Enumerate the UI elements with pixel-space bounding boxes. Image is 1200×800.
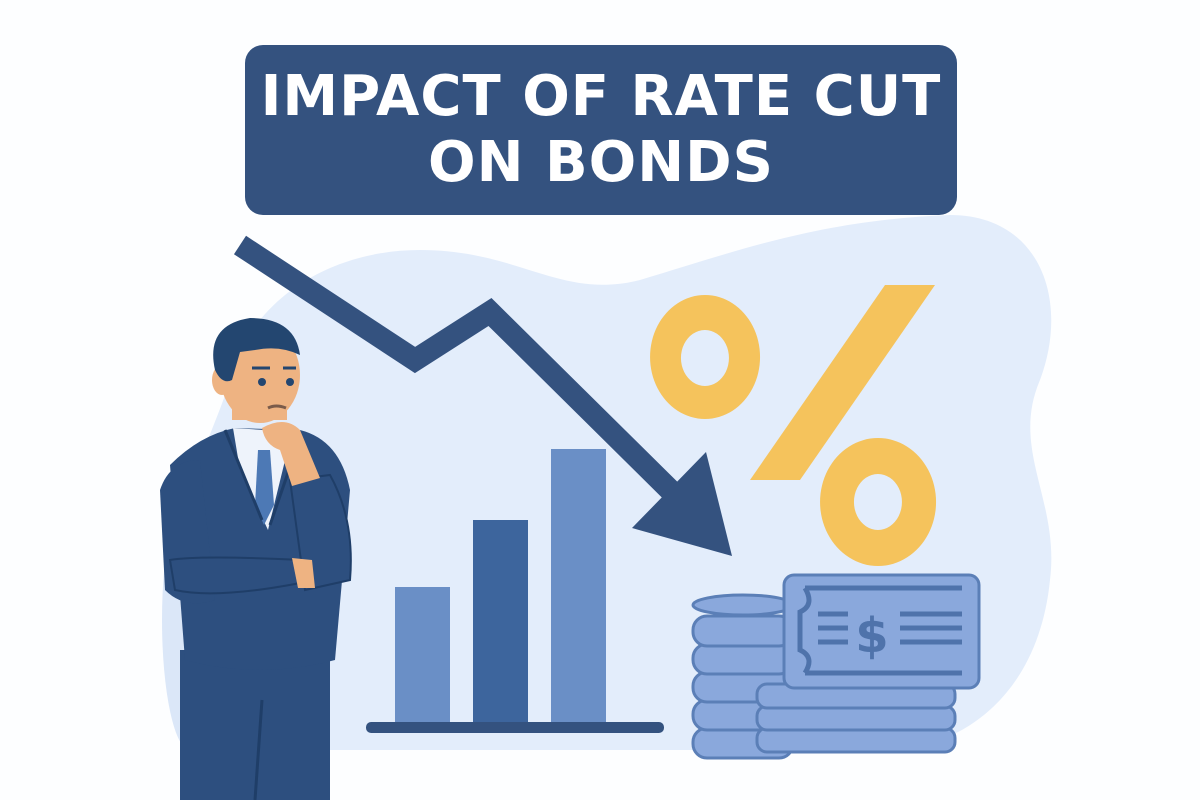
- title-banner: IMPACT OF RATE CUT ON BONDS: [245, 45, 957, 215]
- chart-baseline: [366, 722, 664, 733]
- businessman-figure: [160, 318, 352, 800]
- down-trend-arrow-icon: [233, 235, 732, 556]
- bar-chart-icon: [366, 449, 664, 733]
- title-line-1: IMPACT OF RATE CUT: [260, 64, 942, 129]
- title-line-2: ON BONDS: [428, 130, 774, 195]
- dollar-sign: $: [855, 608, 888, 664]
- bar-2: [473, 520, 528, 725]
- dollar-bill-icon: $: [755, 573, 981, 754]
- bar-1: [395, 587, 450, 725]
- percent-icon: [650, 285, 937, 566]
- bar-3: [551, 449, 606, 725]
